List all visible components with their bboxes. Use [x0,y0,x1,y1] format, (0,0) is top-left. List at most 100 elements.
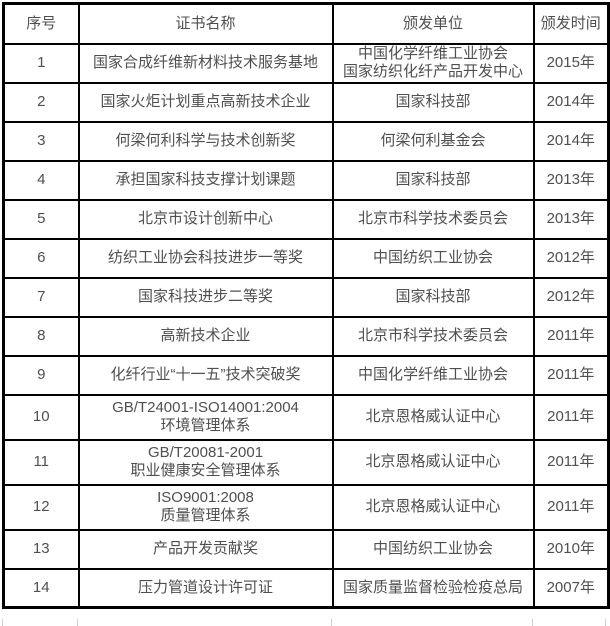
cell-issuing-unit: 北京恩格威认证中心 [331,393,535,441]
cell-certificate-name: 国家合成纤维新材料技术服务基地 [77,42,334,84]
cell-index: 6 [2,237,80,279]
certificate-name-line: GB/T24001-ISO14001:2004 [112,399,299,417]
cell-issuing-unit: 中国化学纤维工业协会 国家纺织化纤产品开发中心 [331,42,535,84]
cell-index: 3 [2,120,80,162]
issuing-unit-line: 中国纺织工业协会 [372,540,493,558]
certificate-name-line: 质量管理体系 [160,507,251,524]
cell-issue-time: 2014年 [532,120,610,162]
table-body: 1 国家合成纤维新材料技术服务基地 中国化学纤维工业协会 国家纺织化纤产品开发中心 20… [2,42,610,609]
table-row: 13 产品开发贡献奖 中国纺织工业协会 2010年 [2,528,610,570]
table-row: 1 国家合成纤维新材料技术服务基地 中国化学纤维工业协会 国家纺织化纤产品开发中心 20… [2,42,610,84]
cell-issue-time: 2013年 [532,159,610,201]
certificate-name-line: 产品开发贡献奖 [152,540,258,558]
cell-issue-time: 2011年 [532,483,610,531]
table-row: 7 国家科技进步二等奖 国家科技部 2012年 [2,276,610,318]
grid-stub [605,619,606,626]
cell-index: 13 [2,528,80,570]
table-row: 10 GB/T24001-ISO14001:2004 环境管理体系 北京恩格威认证中心… [2,393,610,441]
issuing-unit-line: 国家科技部 [395,288,471,306]
cell-issuing-unit: 中国化学纤维工业协会 [331,354,535,396]
cell-issuing-unit: 中国纺织工业协会 [331,528,535,570]
certificate-table: 序号 证书名称 颁发单位 颁发时间 1 国家合成纤维新材料技术服务基地 中国化学纤维… [2,2,610,609]
cell-certificate-name: 高新技术企业 [77,315,334,357]
cell-index: 14 [2,567,80,609]
issuing-unit-line: 北京市科学技术委员会 [357,327,508,345]
grid-stub [77,619,78,626]
issuing-unit-line: 北京恩格威认证中心 [365,408,501,426]
cell-issuing-unit: 国家质量监督检验检疫总局 [331,567,535,609]
cell-issuing-unit: 北京恩格威认证中心 [331,483,535,531]
cell-issuing-unit: 北京恩格威认证中心 [331,438,535,486]
cell-issue-time: 2013年 [532,198,610,240]
grid-stub [331,619,332,626]
cell-issuing-unit: 中国纺织工业协会 [331,237,535,279]
cell-index: 1 [2,42,80,84]
cell-issue-time: 2011年 [532,354,610,396]
cell-certificate-name: 承担国家科技支撑计划课题 [77,159,334,201]
certificate-name-line: 国家科技进步二等奖 [137,288,273,306]
issuing-unit-line: 北京恩格威认证中心 [365,498,501,516]
cell-issuing-unit: 国家科技部 [331,81,535,123]
cell-certificate-name: 国家火炬计划重点高新技术企业 [77,81,334,123]
cell-certificate-name: 压力管道设计许可证 [77,567,334,609]
cell-issue-time: 2015年 [532,42,610,84]
cell-issuing-unit: 国家科技部 [331,159,535,201]
cell-certificate-name: 纺织工业协会科技进步一等奖 [77,237,334,279]
cell-issuing-unit: 何梁何利基金会 [331,120,535,162]
cell-certificate-name: 化纤行业“十一五”技术突破奖 [77,354,334,396]
certificate-name-line: 北京市设计创新中心 [137,210,273,228]
cell-certificate-name: 何梁何利科学与技术创新奖 [77,120,334,162]
issuing-unit-line: 国家纺织化纤产品开发中心 [342,63,523,80]
header-cell-issuing-unit: 颁发单位 [331,2,535,45]
header-cell-issue-time: 颁发时间 [532,2,610,45]
certificate-name-line: 高新技术企业 [160,327,251,345]
grid-stub [532,619,533,626]
table-header: 序号 证书名称 颁发单位 颁发时间 [2,2,610,45]
cell-index: 4 [2,159,80,201]
cell-index: 11 [2,438,80,486]
cell-issue-time: 2012年 [532,276,610,318]
table-row: 5 北京市设计创新中心 北京市科学技术委员会 2013年 [2,198,610,240]
table-row: 6 纺织工业协会科技进步一等奖 中国纺织工业协会 2012年 [2,237,610,279]
issuing-unit-line: 国家科技部 [395,171,471,189]
cell-index: 2 [2,81,80,123]
cell-issue-time: 2011年 [532,315,610,357]
cell-issue-time: 2011年 [532,393,610,441]
certificate-name-line: ISO9001:2008 [157,489,254,507]
issuing-unit-line: 国家科技部 [395,93,471,111]
certificate-name-line: 国家合成纤维新材料技术服务基地 [92,54,318,72]
cell-certificate-name: 国家科技进步二等奖 [77,276,334,318]
table-row: 2 国家火炬计划重点高新技术企业 国家科技部 2014年 [2,81,610,123]
table-row: 8 高新技术企业 北京市科学技术委员会 2011年 [2,315,610,357]
cell-index: 8 [2,315,80,357]
cell-issuing-unit: 北京市科学技术委员会 [331,198,535,240]
issuing-unit-line: 北京市科学技术委员会 [357,210,508,228]
header-row: 序号 证书名称 颁发单位 颁发时间 [2,2,610,45]
table-row: 14 压力管道设计许可证 国家质量监督检验检疫总局 2007年 [2,567,610,609]
certificate-name-line: 纺织工业协会科技进步一等奖 [107,249,303,267]
header-cell-certificate-name: 证书名称 [77,2,334,45]
cell-index: 9 [2,354,80,396]
cell-issue-time: 2014年 [532,81,610,123]
cell-certificate-name: ISO9001:2008 质量管理体系 [77,483,334,531]
table-row: 4 承担国家科技支撑计划课题 国家科技部 2013年 [2,159,610,201]
grid-stub [2,619,3,626]
cell-index: 10 [2,393,80,441]
cell-certificate-name: 产品开发贡献奖 [77,528,334,570]
cell-index: 7 [2,276,80,318]
cell-issue-time: 2012年 [532,237,610,279]
issuing-unit-line: 国家质量监督检验检疫总局 [342,578,523,596]
certificate-name-line: 承担国家科技支撑计划课题 [115,171,296,189]
certificate-name-line: 环境管理体系 [160,417,251,434]
table-row: 11 GB/T20081-2001 职业健康安全管理体系 北京恩格威认证中心 2011年 [2,438,610,486]
cell-issue-time: 2010年 [532,528,610,570]
cell-issuing-unit: 北京市科学技术委员会 [331,315,535,357]
certificate-name-line: 压力管道设计许可证 [137,578,273,596]
cell-certificate-name: 北京市设计创新中心 [77,198,334,240]
table-row: 3 何梁何利科学与技术创新奖 何梁何利基金会 2014年 [2,120,610,162]
issuing-unit-line: 何梁何利基金会 [380,132,486,150]
cell-certificate-name: GB/T20081-2001 职业健康安全管理体系 [77,438,334,486]
issuing-unit-line: 中国化学纤维工业协会 [357,45,508,63]
certificate-name-line: 职业健康安全管理体系 [130,462,281,479]
